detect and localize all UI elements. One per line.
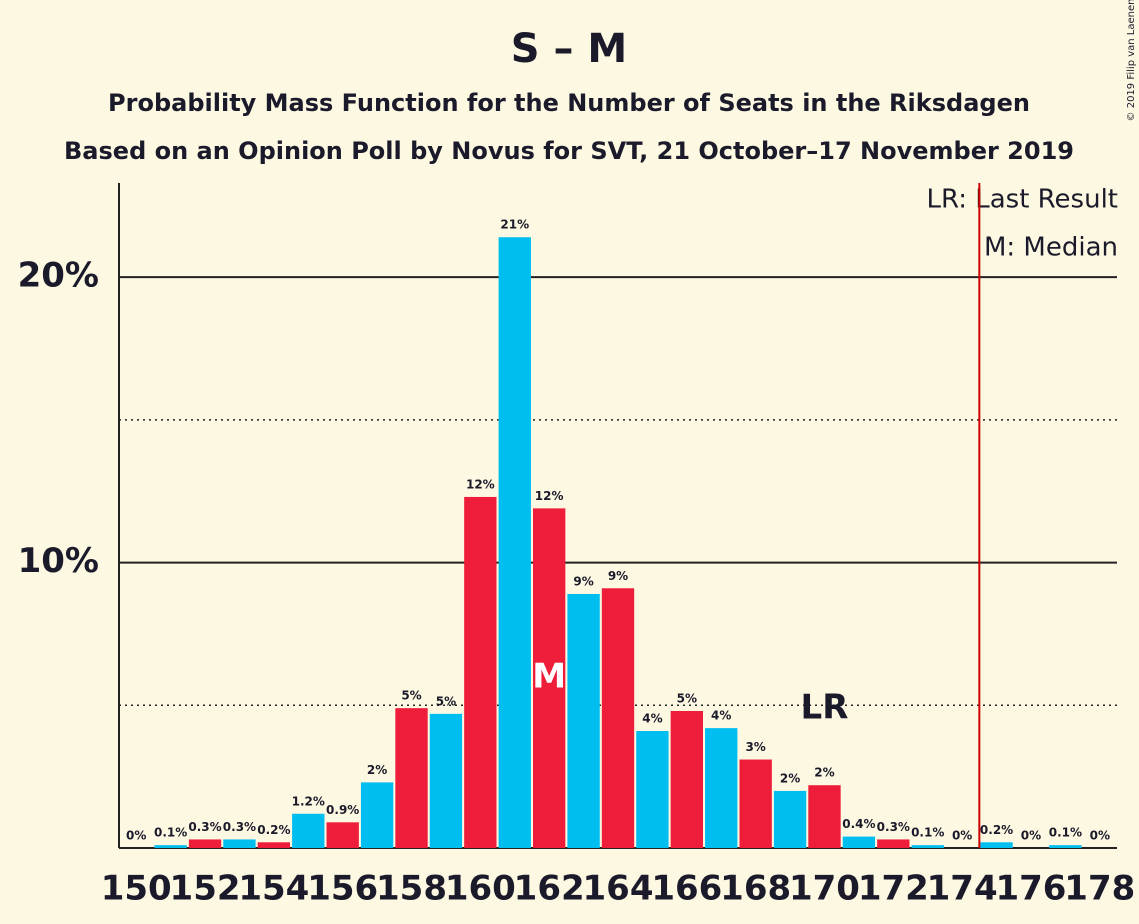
copyright: © 2019 Filip van Laenen (1126, 0, 1137, 121)
median-marker: M (532, 657, 566, 697)
bar (739, 759, 772, 848)
value-label: 0.2% (257, 823, 290, 837)
value-label: 12% (535, 489, 564, 503)
bar (257, 842, 291, 848)
value-label: 4% (711, 709, 731, 723)
value-label: 12% (466, 477, 495, 491)
legend-entry: LR: Last Result (926, 185, 1118, 215)
value-label: 2% (780, 771, 800, 785)
x-tick-label: 152 (170, 869, 241, 909)
value-label: 0.4% (842, 817, 875, 831)
value-label: 0.1% (154, 826, 187, 840)
bar (532, 508, 566, 848)
x-tick-label: 176 (995, 869, 1066, 909)
bar (601, 588, 635, 848)
bar (842, 836, 876, 848)
bar (223, 839, 256, 848)
x-tick-label: 154 (238, 869, 309, 909)
value-label: 0.2% (980, 823, 1013, 837)
x-tick-label: 156 (307, 869, 378, 909)
value-label: 9% (573, 574, 593, 588)
value-label: 1.2% (292, 794, 325, 808)
bar (567, 593, 600, 848)
chart-subtitle: Based on an Opinion Poll by Novus for SV… (64, 137, 1074, 165)
x-tick-label: 162 (514, 869, 585, 909)
y-tick-label: 20% (18, 256, 99, 296)
x-tick-label: 178 (1064, 869, 1135, 909)
last-result-marker: LR (801, 688, 849, 728)
y-tick-label: 10% (18, 541, 99, 581)
bar (808, 785, 841, 848)
value-label: 0.3% (877, 820, 910, 834)
value-label: 5% (436, 694, 456, 708)
value-label: 2% (367, 763, 387, 777)
bar (911, 845, 944, 848)
x-tick-label: 168 (720, 869, 791, 909)
value-label: 5% (401, 689, 421, 703)
legend-entry: M: Median (984, 233, 1118, 263)
value-label: 0% (1021, 829, 1041, 843)
x-tick-label: 174 (927, 869, 998, 909)
x-tick-label: 164 (583, 869, 654, 909)
x-tick-label: 166 (651, 869, 722, 909)
value-label: 3% (745, 740, 765, 754)
x-tick-label: 160 (445, 869, 516, 909)
bar (773, 790, 807, 848)
bar (670, 711, 704, 848)
value-label: 5% (677, 692, 697, 706)
value-label: 2% (814, 766, 834, 780)
bar (292, 813, 325, 848)
bar (326, 822, 359, 848)
bar (154, 845, 187, 848)
value-label: 0.1% (1049, 826, 1082, 840)
bar (705, 728, 738, 848)
value-label: 0.9% (326, 803, 359, 817)
value-label: 4% (642, 711, 662, 725)
value-label: 21% (500, 218, 529, 232)
value-label: 0.3% (188, 820, 221, 834)
x-tick-label: 150 (101, 869, 172, 909)
bar (980, 842, 1013, 848)
value-label: 0% (1090, 829, 1110, 843)
x-tick-label: 172 (858, 869, 929, 909)
x-tick-label: 170 (789, 869, 860, 909)
bar (498, 237, 531, 848)
bar (429, 713, 463, 848)
bar (188, 839, 222, 848)
value-label: 9% (608, 569, 628, 583)
value-label: 0% (952, 829, 972, 843)
bar (1049, 845, 1082, 848)
value-label: 0.3% (223, 820, 256, 834)
value-label: 0% (126, 829, 146, 843)
bar (464, 496, 497, 848)
x-tick-label: 158 (376, 869, 447, 909)
bar (360, 782, 394, 848)
value-label: 0.1% (911, 826, 944, 840)
chart-title: S – M (511, 26, 627, 72)
chart-subtitle: Probability Mass Function for the Number… (108, 89, 1030, 117)
bar (395, 708, 428, 848)
bar (636, 730, 669, 848)
bar (877, 839, 910, 848)
